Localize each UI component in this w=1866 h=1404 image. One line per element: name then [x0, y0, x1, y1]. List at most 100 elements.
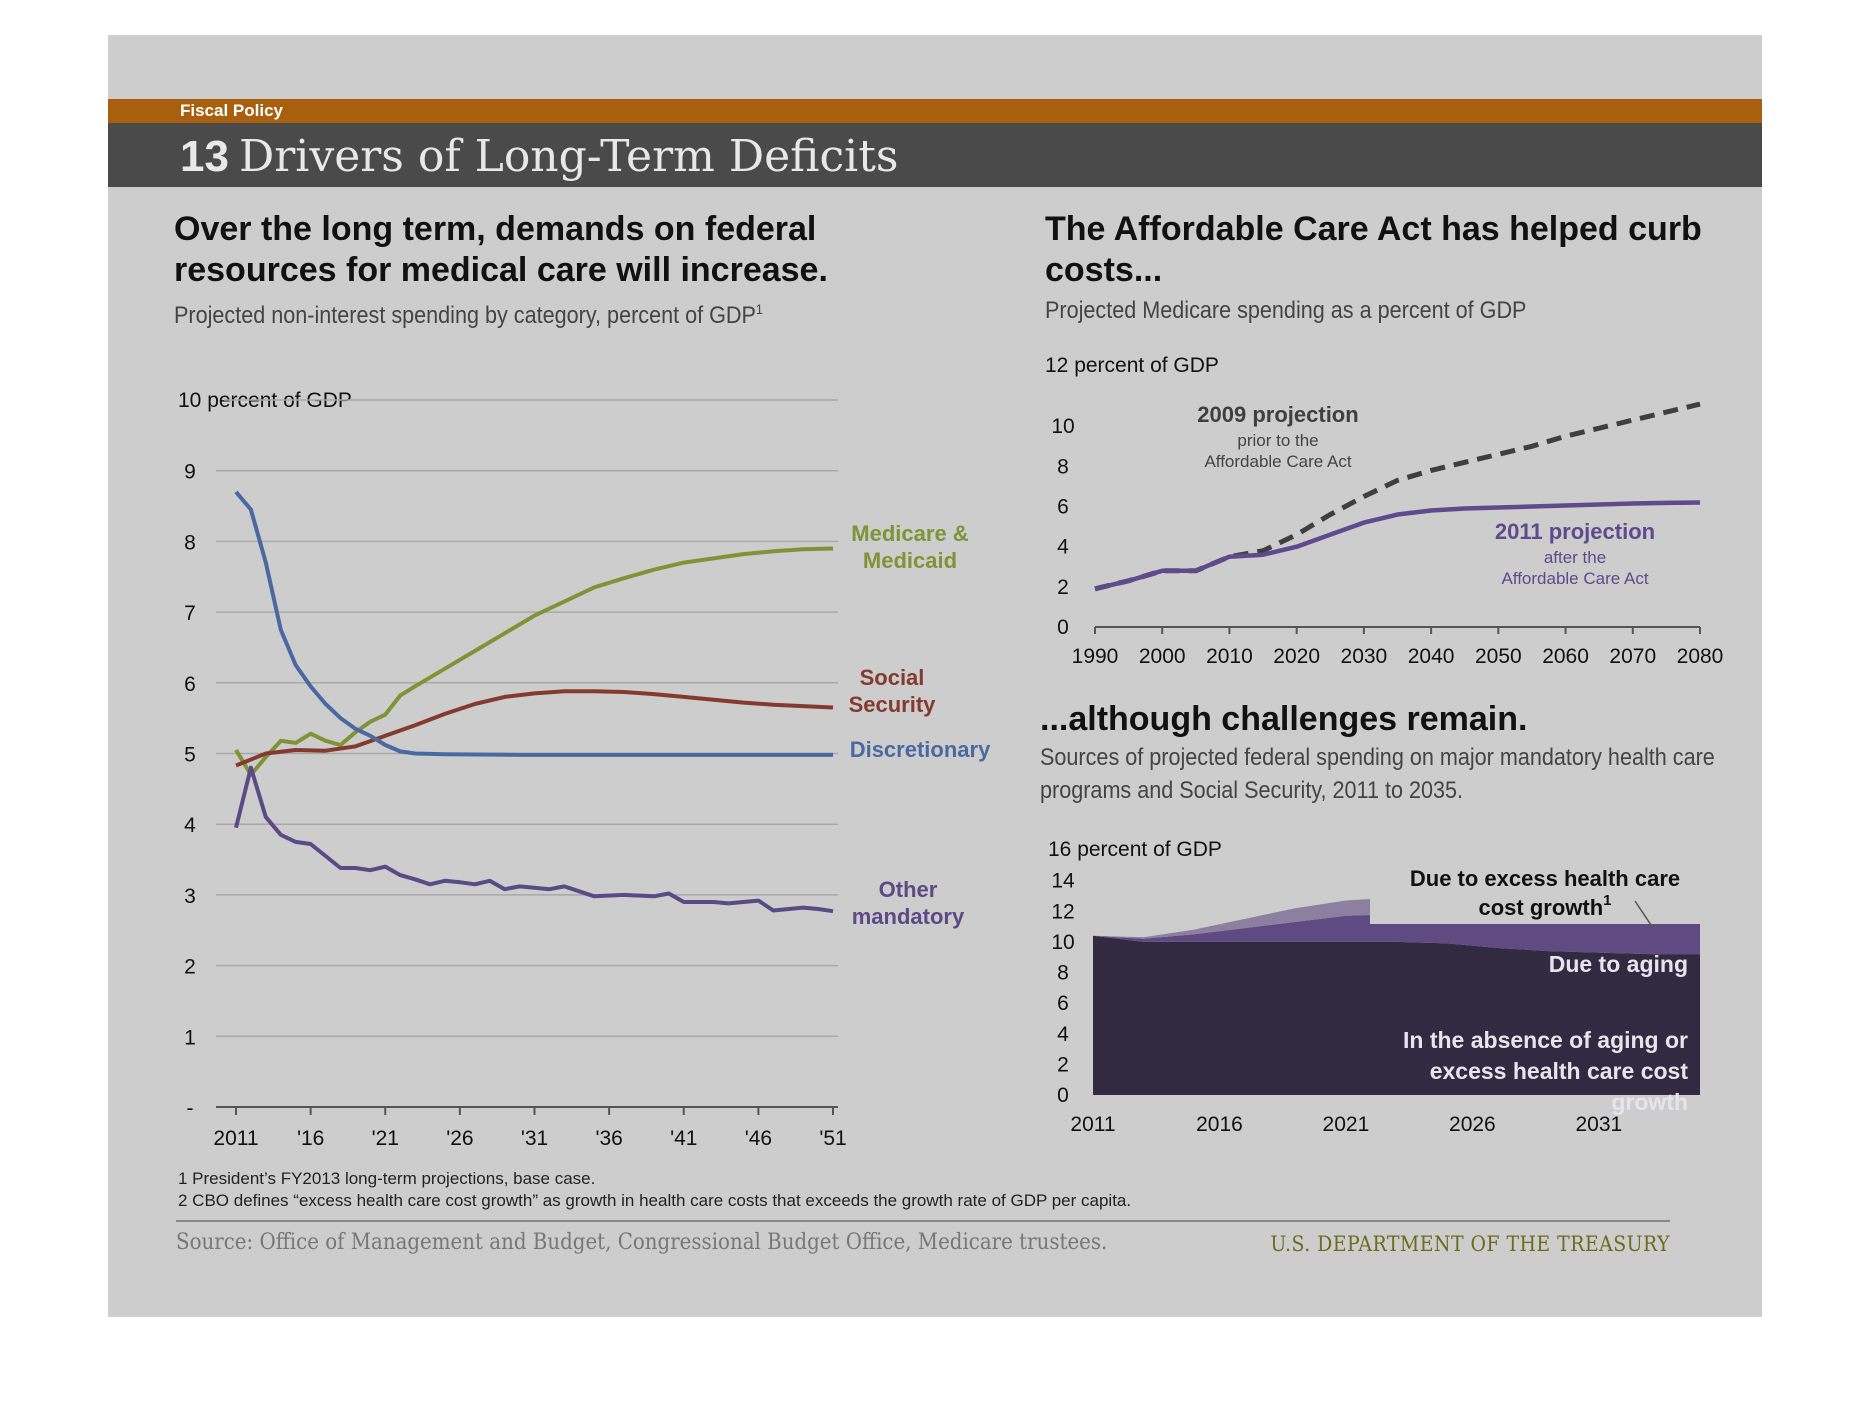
br-y-tick-label: 4 — [1057, 1023, 1069, 1046]
left-series-label-line: mandatory — [852, 904, 965, 929]
br-x-tick-label: 2011 — [1070, 1113, 1115, 1136]
left-y-tick-label: 6 — [184, 673, 196, 696]
tr-x-tick-label: 2020 — [1273, 645, 1320, 668]
left-y-tick-label: 8 — [184, 531, 196, 554]
left-y-tick-label: 2 — [184, 956, 196, 979]
left-series-line — [235, 689, 834, 768]
header-band-dark — [108, 123, 1762, 187]
br-area-label-line: growth — [1611, 1089, 1688, 1115]
br-unit-label: 16 percent of GDP — [1048, 838, 1222, 861]
header-band-orange — [108, 99, 1762, 123]
tr-series-line — [1094, 500, 1701, 591]
br-x-tick-label: 2021 — [1323, 1113, 1370, 1136]
page-title-text: Drivers of Long-Term Deficits — [238, 131, 899, 182]
tr-y-tick-label: 0 — [1057, 616, 1069, 639]
br-y-tick-label: 6 — [1057, 992, 1069, 1015]
left-x-tick-label: '36 — [595, 1127, 622, 1150]
tr-y-tick-label: 6 — [1057, 496, 1069, 519]
footnotes: 1 President’s FY2013 long-term projectio… — [178, 1168, 1131, 1212]
tr-x-tick-label: 2050 — [1475, 645, 1522, 668]
tr-y-tick-label: 8 — [1057, 455, 1069, 478]
left-y-tick-label: 7 — [184, 602, 196, 625]
left-series-label-line: Other — [879, 877, 938, 902]
tr-y-tick-label: 10 — [1051, 415, 1074, 438]
left-series-label: Discretionary — [850, 737, 991, 762]
left-x-tick-label: '21 — [372, 1127, 399, 1150]
br-area-label: Due to aging — [1549, 951, 1688, 977]
bottom-right-headline: ...although challenges remain. — [1040, 700, 1528, 738]
tr-unit-label: 12 percent of GDP — [1045, 354, 1219, 377]
br-callout-line1: Due to excess health care — [1410, 866, 1680, 891]
footnote-1: 1 President’s FY2013 long-term projectio… — [178, 1169, 596, 1188]
tr-x-tick-label: 2010 — [1206, 645, 1253, 668]
left-series-label-line: Medicaid — [863, 548, 957, 573]
br-area-label-line: In the absence of aging or — [1403, 1027, 1688, 1053]
left-subtitle: Projected non-interest spending by categ… — [174, 293, 763, 332]
tr-series-label: 2011 projection — [1495, 519, 1655, 544]
br-callout-line2: cost growth1 — [1478, 892, 1611, 920]
left-y-tick-label: 9 — [184, 461, 196, 484]
page-number: 13 — [180, 132, 229, 181]
br-x-tick-label: 2026 — [1449, 1113, 1496, 1136]
left-series-line — [234, 546, 834, 777]
tr-y-tick-label: 4 — [1057, 536, 1069, 559]
br-y-tick-label: 8 — [1057, 962, 1069, 985]
left-y-tick-label: 4 — [184, 814, 196, 837]
br-y-tick-label: 14 — [1051, 870, 1075, 893]
tr-x-tick-label: 2000 — [1139, 645, 1186, 668]
br-y-tick-label: 10 — [1051, 931, 1074, 954]
br-area-label-line: excess health care cost — [1430, 1058, 1689, 1084]
left-x-tick-label: '41 — [670, 1127, 697, 1150]
left-subtitle-footnote-mark: 1 — [755, 301, 763, 317]
left-y-tick-label: 3 — [184, 885, 196, 908]
left-series-label: Social Security — [849, 665, 937, 717]
tr-series-note-line2: Affordable Care Act — [1501, 569, 1648, 588]
left-x-tick-label: '26 — [446, 1127, 473, 1150]
bottom-right-subtitle: Sources of projected federal spending on… — [1040, 741, 1715, 807]
left-y-tick-label: - — [187, 1097, 194, 1120]
publisher-name: U.S. DEPARTMENT OF THE TREASURY — [1270, 1232, 1670, 1256]
bottom-right-subtitle-line2: programs and Social Security, 2011 to 20… — [1040, 777, 1464, 804]
medicare-projection-chart: 12 percent of GDP 0 2 4 6 8 10 1990 2000 2010 2020… — [1045, 354, 1724, 668]
tr-x-tick-label: 2080 — [1677, 645, 1724, 668]
left-series-label: Other mandatory — [852, 877, 965, 929]
left-series-label: Medicare & Medicaid — [851, 521, 968, 573]
slide: Fiscal Policy 13 Drivers of Long-Term Def… — [108, 35, 1762, 1317]
br-callout-text: cost growth — [1478, 895, 1603, 920]
tr-series-note-line1: prior to the — [1237, 431, 1318, 450]
bottom-right-subtitle-line1: Sources of projected federal spending on… — [1040, 744, 1715, 771]
tr-x-tick-label: 2070 — [1609, 645, 1656, 668]
left-x-tick-label: '46 — [745, 1127, 772, 1150]
tr-series-label: 2009 projection — [1197, 402, 1358, 427]
tr-y-tick-label: 2 — [1057, 576, 1069, 599]
br-callout-footnote-mark: 1 — [1603, 892, 1611, 909]
tr-x-tick-label: 1990 — [1072, 645, 1119, 668]
left-series-label-line: Social — [860, 665, 925, 690]
footer-rule — [176, 1220, 1670, 1222]
tr-x-tick-label: 2060 — [1542, 645, 1589, 668]
tr-x-tick-label: 2030 — [1341, 645, 1388, 668]
left-series-line — [234, 765, 834, 914]
left-y-tick-label: 5 — [184, 744, 196, 767]
left-headline: Over the long term, demands on federal r… — [174, 210, 828, 289]
left-series-label-line: Discretionary — [850, 737, 991, 762]
left-y-tick-label: 1 — [184, 1026, 196, 1049]
left-x-tick-label: '31 — [521, 1127, 548, 1150]
br-callout-leader — [1634, 900, 1654, 929]
br-x-tick-label: 2016 — [1196, 1113, 1243, 1136]
left-series-label-line: Medicare & — [851, 521, 968, 546]
source-note: Source: Office of Management and Budget,… — [176, 1230, 1108, 1255]
footnote-2: 2 CBO defines “excess health care cost g… — [178, 1191, 1132, 1210]
br-y-tick-label: 0 — [1057, 1084, 1069, 1107]
health-spending-sources-chart: 16 percent of GDP 0 2 4 6 8 10 12 14 2011 2016 2021… — [1048, 838, 1726, 1136]
left-subtitle-text: Projected non-interest spending by categ… — [174, 302, 756, 329]
br-area-band — [1093, 935, 1700, 1095]
br-y-tick-label: 12 — [1051, 900, 1074, 923]
page-title: 13 Drivers of Long-Term Deficits — [180, 131, 898, 182]
br-y-tick-label: 2 — [1057, 1053, 1069, 1076]
left-x-tick-label: '16 — [297, 1127, 324, 1150]
tr-x-tick-label: 2040 — [1408, 645, 1455, 668]
left-x-tick-label: '51 — [819, 1127, 846, 1150]
br-x-tick-label: 2031 — [1575, 1113, 1622, 1136]
left-series-label-line: Security — [849, 692, 937, 717]
